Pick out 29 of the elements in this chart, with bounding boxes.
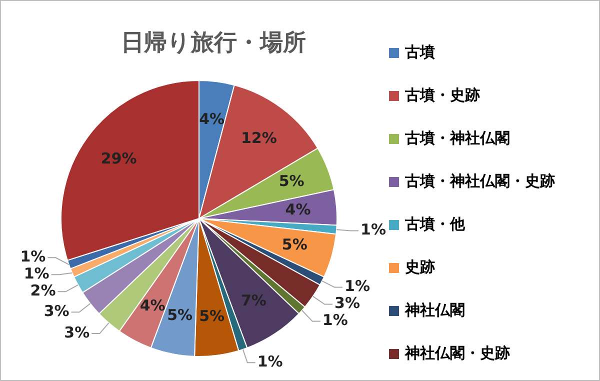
data-label: 5% <box>282 235 308 254</box>
legend-label: 古墳・他 <box>405 215 465 234</box>
data-label: 5% <box>199 306 225 325</box>
data-label: 1% <box>322 311 348 330</box>
data-label: 7% <box>240 291 266 310</box>
legend-label: 神社仏閣 <box>405 301 465 320</box>
data-label: 1% <box>344 277 370 296</box>
data-label: 2% <box>30 282 56 300</box>
data-label: 5% <box>278 172 304 190</box>
data-label: 3% <box>44 302 70 320</box>
legend-label: 古墳・神社仏閣・史跡 <box>405 172 555 191</box>
data-label: 5% <box>167 306 193 324</box>
data-label: 1% <box>257 352 283 370</box>
legend-label: 古墳 <box>405 43 435 62</box>
legend-label: 古墳・神社仏閣 <box>405 129 510 148</box>
data-label: 1% <box>360 220 386 239</box>
data-label: 3% <box>334 294 360 312</box>
legend-label: 神社仏閣・史跡 <box>405 344 510 363</box>
data-label: 4% <box>285 200 311 218</box>
chart-title: 日帰り旅行・場所 <box>121 29 306 58</box>
data-label: 4% <box>140 296 166 314</box>
data-label: 4% <box>199 110 225 128</box>
data-label: 12% <box>241 129 277 148</box>
legend-label: 史跡 <box>405 258 435 277</box>
data-label: 1% <box>20 248 46 266</box>
legend-label: 古墳・史跡 <box>405 86 480 105</box>
data-label: 1% <box>24 264 50 283</box>
data-label: 29% <box>100 150 137 168</box>
data-label: 3% <box>64 323 90 342</box>
